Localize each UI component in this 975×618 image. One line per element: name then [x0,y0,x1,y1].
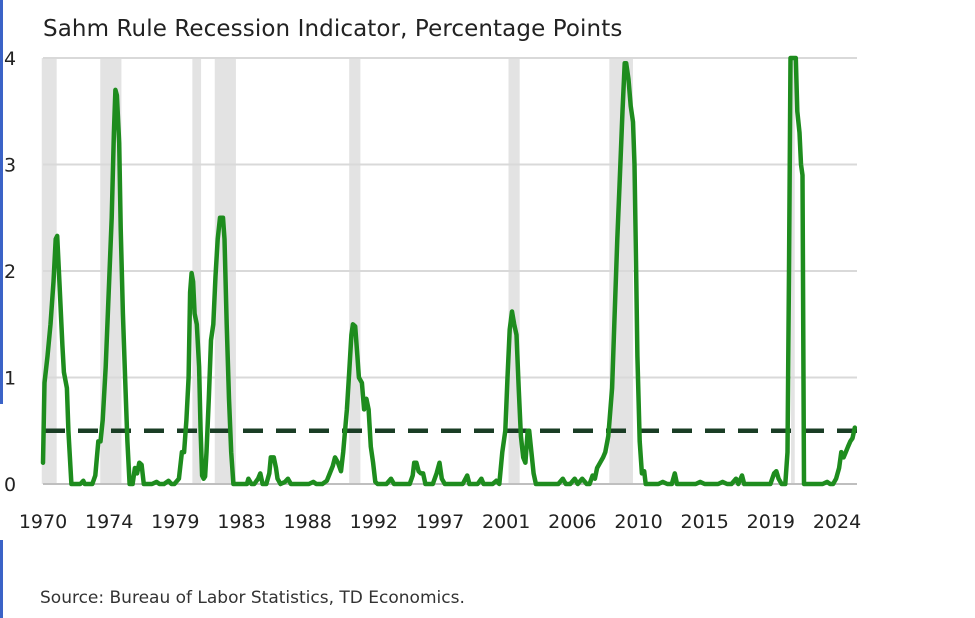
chart-title: Sahm Rule Recession Indicator, Percentag… [43,16,623,42]
x-tick-label-0: 1970 [19,511,67,533]
x-tick-label-4: 1988 [283,511,331,533]
x-tick-label-7: 2001 [482,511,530,533]
sahm-indicator-line [40,55,858,487]
left-accent-bar-lower [0,540,3,618]
x-tick-label-2: 1979 [151,511,199,533]
x-tick-label-9: 2010 [614,511,662,533]
x-tick-label-1: 1974 [85,511,133,533]
y-axis-ticks: 0 1 2 3 4 [4,48,16,496]
left-accent-bar [0,0,3,404]
y-tick-label-0: 0 [4,474,16,496]
x-tick-label-11: 2019 [747,511,795,533]
x-tick-label-10: 2015 [680,511,728,533]
x-tick-label-6: 1997 [416,511,464,533]
series-group [40,55,858,487]
x-tick-label-3: 1983 [217,511,265,533]
x-tick-label-5: 1992 [350,511,398,533]
x-tick-label-8: 2006 [548,511,596,533]
sahm-rule-chart: 0 1 2 3 4 1970 1974 1979 1983 1988 1992 1997 2001 20… [4,48,861,533]
y-tick-label-4: 4 [4,48,16,70]
source-note: Source: Bureau of Labor Statistics, TD E… [40,588,465,608]
y-tick-label-1: 1 [4,368,16,390]
y-tick-label-2: 2 [4,261,16,283]
y-tick-label-3: 3 [4,155,16,177]
gridlines [43,57,857,485]
x-tick-label-12: 2024 [813,511,861,533]
x-axis-ticks: 1970 1974 1979 1983 1988 1992 1997 2001 2006 2010… [19,511,861,533]
